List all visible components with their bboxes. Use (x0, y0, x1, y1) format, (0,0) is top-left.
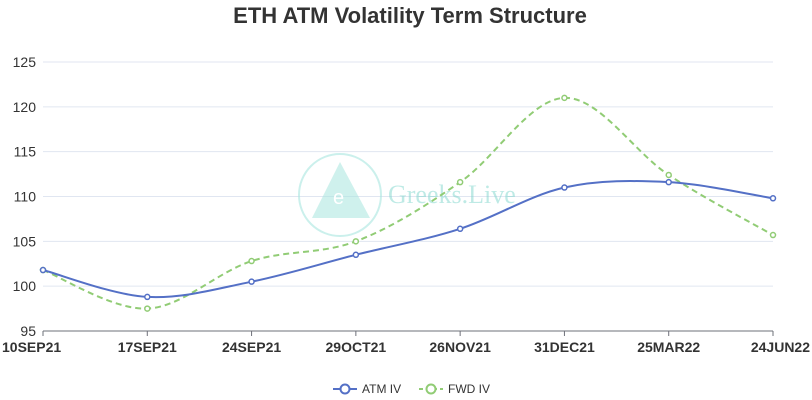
x-tick-label-31dec21: 31DEC21 (534, 339, 595, 355)
series-line-atm-iv (42, 180, 774, 299)
point-fwd-iv-26nov21[interactable] (456, 178, 464, 186)
point-fwd-iv-25mar22[interactable] (665, 171, 672, 179)
y-tick-label: 120 (13, 99, 37, 115)
point-fwd-iv-24jun22[interactable] (769, 231, 777, 239)
point-atm-iv-24jun22[interactable] (769, 195, 777, 202)
y-tick-label: 110 (14, 189, 37, 205)
series-line-fwd-iv (42, 96, 774, 310)
point-atm-iv-31dec21[interactable] (561, 184, 568, 191)
point-fwd-iv-31dec21[interactable] (561, 94, 568, 102)
legend-label: ATM IV (362, 382, 401, 396)
x-tick-label-29oct21: 29OCT21 (326, 339, 387, 355)
y-tick-label: 95 (20, 323, 36, 339)
y-tick-label: 100 (13, 278, 37, 294)
chart-title: ETH ATM Volatility Term Structure (233, 3, 587, 28)
legend: ATM IV FWD IV (333, 382, 490, 396)
point-atm-iv-25mar22[interactable] (665, 178, 672, 186)
point-atm-iv-24sep21[interactable] (248, 278, 255, 285)
x-tick-label-26nov21: 26NOV21 (429, 339, 491, 355)
legend-swatch-marker (339, 383, 351, 395)
watermark-mark: e (333, 187, 344, 209)
legend-item-atm-iv[interactable]: ATM IV (333, 382, 401, 396)
axis-layer: 95 100 105 110 115 120 125 10SEP21 17SEP21 24SEP2… (2, 54, 810, 355)
watermark-triangle (312, 162, 370, 218)
point-fwd-iv-24sep21[interactable] (248, 257, 255, 265)
watermark: e Greeks.Live (298, 153, 516, 237)
point-atm-iv-17sep21[interactable] (144, 293, 151, 301)
x-tick-label-25mar22: 25MAR22 (637, 339, 700, 355)
x-tick-label-10sep21: 10SEP21 (2, 339, 61, 355)
x-tick-label-17sep21: 17SEP21 (118, 339, 177, 355)
point-fwd-iv-29oct21[interactable] (352, 238, 360, 245)
y-tick-label: 115 (14, 144, 37, 160)
y-tick-label: 105 (13, 233, 37, 249)
point-atm-iv-26nov21[interactable] (456, 225, 464, 233)
point-atm-iv-10sep21[interactable] (39, 266, 47, 274)
y-tick-label: 125 (13, 54, 37, 70)
point-fwd-iv-17sep21[interactable] (144, 305, 151, 312)
watermark-ring (298, 153, 382, 237)
x-tick-label-24sep21: 24SEP21 (222, 339, 281, 355)
legend-item-fwd-iv[interactable]: FWD IV (419, 382, 490, 396)
legend-swatch-marker (425, 383, 437, 395)
series-layer (39, 94, 777, 312)
grid-layer (43, 61, 773, 287)
point-atm-iv-29oct21[interactable] (352, 251, 360, 259)
watermark-text: Greeks.Live (388, 180, 516, 209)
legend-label: FWD IV (448, 382, 490, 396)
x-tick-label-24jun22: 24JUN22 (751, 339, 810, 355)
